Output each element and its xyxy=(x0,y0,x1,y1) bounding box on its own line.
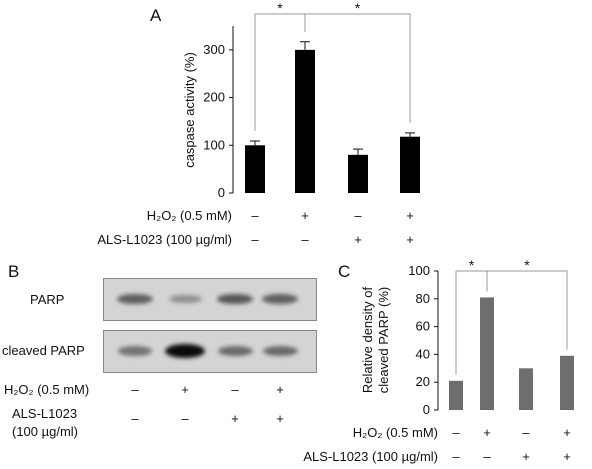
a-significance-bracket xyxy=(304,13,411,123)
a-h2o2-sign-1: – xyxy=(251,208,259,223)
c-als-sign-2: – xyxy=(483,449,491,464)
c-condition-label-h2o2: H₂O₂ (0.5 mM) xyxy=(352,425,438,440)
blot-band xyxy=(165,344,205,358)
b-h2o2-sign-2: + xyxy=(181,382,189,397)
c-h2o2-sign-4: + xyxy=(563,425,571,440)
c-significance-star: * xyxy=(524,260,530,273)
a-als-sign-2: – xyxy=(301,232,309,247)
b-condition-label-als-line1: ALS-L1023 xyxy=(12,406,78,421)
a-h2o2-sign-4: + xyxy=(406,208,414,223)
c-h2o2-sign-2: + xyxy=(483,425,491,440)
a-als-sign-4: + xyxy=(406,232,414,247)
c-y-tick-label: 20 xyxy=(416,374,430,389)
c-y-tick-label: 100 xyxy=(408,263,430,278)
a-bar xyxy=(348,154,368,193)
a-h2o2-sign-2: + xyxy=(301,208,309,223)
caspase-activity-chart: 0 100 200 300 caspase activity (%) * * xyxy=(182,0,420,200)
c-significance-star: * xyxy=(469,260,475,273)
cleaved-parp-density-chart: 0 20 40 60 80 100 Relative density of cleaved P… xyxy=(360,260,574,417)
a-bar xyxy=(295,49,315,193)
a-bar xyxy=(245,145,265,193)
a-condition-label-als: ALS-L1023 (100 µg/ml) xyxy=(97,232,232,247)
c-y-tick-label: 40 xyxy=(416,346,430,361)
blot-band xyxy=(262,293,298,305)
a-significance-star: * xyxy=(355,0,361,16)
blot-band xyxy=(262,346,298,356)
panel-letter-c: C xyxy=(338,262,351,281)
blot-band xyxy=(217,346,253,356)
blot-row-label-parp: PARP xyxy=(30,292,65,307)
b-als-sign-1: – xyxy=(131,411,139,426)
a-y-tick-label: 100 xyxy=(203,137,225,152)
a-y-axis-title: caspase activity (%) xyxy=(182,52,197,168)
blot-band xyxy=(168,294,202,304)
a-bar xyxy=(400,136,420,193)
c-y-axis-title-line2: cleaved PARP (%) xyxy=(376,287,391,393)
panel-letter-a: A xyxy=(150,6,162,25)
b-condition-label-h2o2: H₂O₂ (0.5 mM) xyxy=(4,382,90,397)
c-y-tick-label: 0 xyxy=(423,402,430,417)
c-bar xyxy=(449,380,463,410)
c-bar xyxy=(480,297,494,410)
blot-band xyxy=(117,293,153,305)
a-als-sign-3: + xyxy=(354,232,362,247)
b-als-sign-2: – xyxy=(181,411,189,426)
blot-row-label-cleaved-parp: cleaved PARP xyxy=(2,343,85,358)
c-als-sign-4: + xyxy=(563,449,571,464)
panel-letter-b: B xyxy=(8,262,20,281)
b-h2o2-sign-3: – xyxy=(231,382,239,397)
a-y-tick-label: 0 xyxy=(218,185,225,200)
a-condition-label-h2o2: H₂O₂ (0.5 mM) xyxy=(146,208,232,223)
a-h2o2-sign-3: – xyxy=(354,208,362,223)
b-condition-label-als-line2: (100 µg/ml) xyxy=(12,424,79,439)
b-als-sign-4: + xyxy=(276,411,284,426)
c-bar xyxy=(560,355,574,410)
c-y-axis-title-line1: Relative density of xyxy=(360,287,375,394)
a-als-sign-1: – xyxy=(251,232,259,247)
blot-band xyxy=(217,293,253,305)
c-y-tick-label: 60 xyxy=(416,319,430,334)
a-y-tick-label: 200 xyxy=(203,90,225,105)
c-condition-label-als: ALS-L1023 (100 µg/ml) xyxy=(303,449,438,464)
c-significance-bracket xyxy=(486,270,568,350)
b-h2o2-sign-4: + xyxy=(276,382,284,397)
blot-band xyxy=(117,346,153,356)
c-h2o2-sign-3: – xyxy=(522,425,530,440)
c-als-sign-3: + xyxy=(522,449,530,464)
c-y-tick-label: 80 xyxy=(416,291,430,306)
c-als-sign-1: – xyxy=(452,449,460,464)
b-h2o2-sign-1: – xyxy=(131,382,139,397)
a-y-tick-label: 300 xyxy=(203,42,225,57)
c-bar xyxy=(519,368,533,410)
a-significance-star: * xyxy=(277,0,283,16)
b-als-sign-3: + xyxy=(231,411,239,426)
c-h2o2-sign-1: – xyxy=(452,425,460,440)
